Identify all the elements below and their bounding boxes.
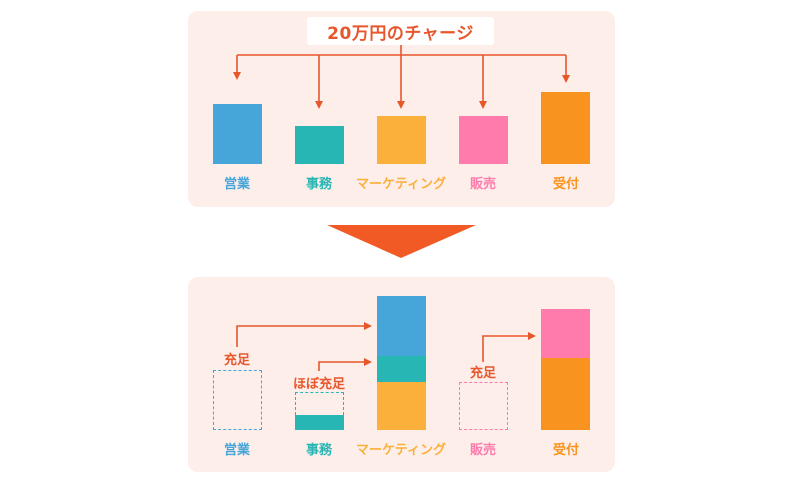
- admin-label: 事務: [305, 177, 333, 192]
- sales-label: 営業: [223, 177, 251, 192]
- retail-transfer-arrow: [482, 332, 536, 362]
- marketing-stack-own: [377, 382, 426, 430]
- admin-block: [295, 126, 344, 164]
- reception-stack-retail: [541, 309, 590, 358]
- reception-block: [541, 92, 590, 164]
- reception-label: 受付: [552, 177, 580, 192]
- retail-label: 販売: [469, 177, 497, 192]
- sales-transfer-arrow: [236, 322, 372, 347]
- marketing-stack-sales: [377, 296, 426, 356]
- retail-empty-block: [459, 382, 508, 430]
- sales-block: [213, 104, 262, 164]
- reception-stack-own: [541, 358, 590, 430]
- charge-title: 20万円のチャージ: [307, 17, 494, 45]
- marketing-stack-admin: [377, 356, 426, 382]
- retail-block: [459, 116, 508, 164]
- bottom-marketing-label: マーケティング: [356, 443, 446, 458]
- admin-remaining-block: [295, 415, 344, 430]
- bottom-reception-label: 受付: [552, 443, 580, 458]
- bottom-retail-label: 販売: [469, 443, 497, 458]
- sales-note: 充足: [223, 353, 251, 368]
- marketing-label: マーケティング: [356, 177, 446, 192]
- bottom-sales-label: 営業: [223, 443, 251, 458]
- admin-note: ほぼ充足: [292, 377, 346, 392]
- retail-note: 充足: [469, 366, 497, 381]
- down-arrow: [327, 225, 476, 258]
- sales-empty-block: [213, 370, 262, 430]
- marketing-block: [377, 116, 426, 164]
- admin-transfer-arrow: [318, 358, 372, 371]
- bottom-admin-label: 事務: [305, 443, 333, 458]
